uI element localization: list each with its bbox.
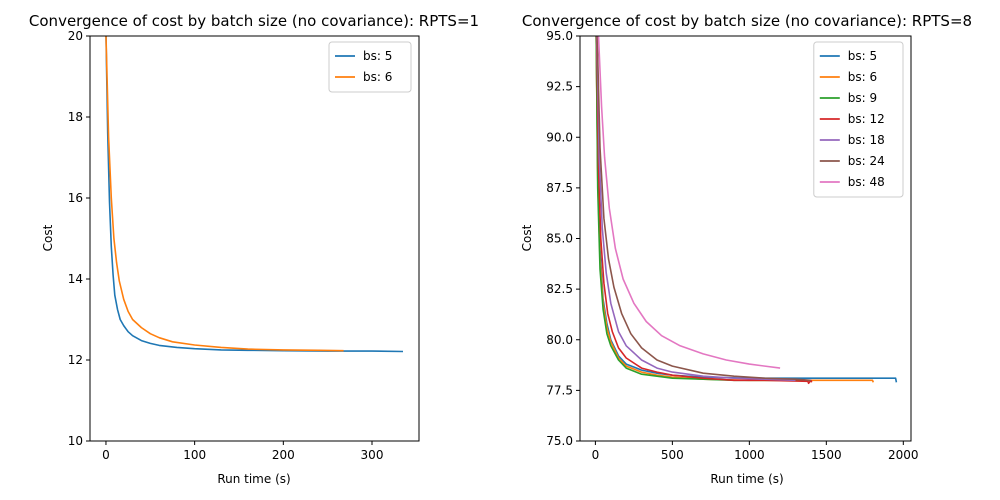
y-axis-ticks: 10 12 14 16 18 20 [68, 29, 90, 448]
x-tick-label: 1000 [734, 448, 765, 462]
y-tick-label: 12 [68, 353, 83, 367]
y-tick-label: 14 [68, 272, 83, 286]
y-axis-label: Cost [41, 224, 55, 251]
y-tick-label: 77.5 [546, 383, 573, 397]
y-tick-label: 92.5 [546, 80, 573, 94]
y-tick-label: 90.0 [546, 130, 573, 144]
plot-area [595, 36, 898, 385]
axes-frame [89, 35, 420, 442]
legend-entry: bs: 48 [848, 175, 885, 189]
x-axis-ticks: 0 100 200 300 [102, 441, 383, 462]
chart-title: Convergence of cost by batch size (no co… [522, 12, 972, 30]
legend-entry: bs: 9 [848, 91, 877, 105]
y-tick-label: 18 [68, 110, 83, 124]
y-tick-label: 10 [68, 434, 83, 448]
legend-entry: bs: 6 [363, 70, 392, 84]
y-tick-label: 75.0 [546, 434, 573, 448]
legend-box [813, 41, 904, 198]
series-line-bs-48 [597, 36, 781, 369]
y-tick-label: 80.0 [546, 333, 573, 347]
x-tick-label: 300 [361, 448, 384, 462]
legend-entry: bs: 24 [848, 154, 885, 168]
chart-title: Convergence of cost by batch size (no co… [29, 12, 479, 30]
x-tick-label: 0 [102, 448, 110, 462]
y-tick-label: 95.0 [546, 29, 573, 43]
legend-entry: bs: 5 [848, 49, 877, 63]
x-axis-label: Run time (s) [217, 472, 290, 486]
x-tick-label: 100 [183, 448, 206, 462]
series-line-bs-12 [595, 36, 813, 385]
series-line-bs-6 [105, 36, 344, 352]
y-axis-ticks: 75.0 77.5 80.0 82.5 85.0 87.5 90.0 92.5 95.0 [546, 29, 580, 448]
y-tick-label: 82.5 [546, 282, 573, 296]
x-tick-label: 0 [592, 448, 600, 462]
series-line-bs-5 [105, 36, 404, 353]
legend: bs: 5 bs: 6 bs: 9 bs: 12 bs: 18 bs: 24 bs: 48 [813, 41, 904, 198]
x-tick-label: 2000 [888, 448, 919, 462]
x-tick-label: 1500 [811, 448, 842, 462]
panel-rpts-8: Convergence of cost by batch size (no co… [520, 12, 972, 486]
series-line-bs-24 [596, 36, 811, 382]
plot-area [105, 36, 404, 353]
y-tick-label: 20 [68, 29, 83, 43]
legend: bs: 5 bs: 6 [328, 41, 412, 93]
y-tick-label: 85.0 [546, 232, 573, 246]
x-tick-label: 200 [272, 448, 295, 462]
series-line-bs-18 [596, 36, 796, 382]
panel-rpts-1: Convergence of cost by batch size (no co… [29, 12, 479, 486]
legend-entry: bs: 5 [363, 49, 392, 63]
y-axis-label: Cost [520, 224, 534, 251]
x-tick-label: 500 [661, 448, 684, 462]
y-tick-label: 87.5 [546, 181, 573, 195]
legend-entry: bs: 6 [848, 70, 877, 84]
legend-entry: bs: 12 [848, 112, 885, 126]
x-axis-ticks: 0 500 1000 1500 2000 [592, 441, 919, 462]
legend-box [328, 41, 412, 93]
legend-entry: bs: 18 [848, 133, 885, 147]
y-tick-label: 16 [68, 191, 83, 205]
x-axis-label: Run time (s) [710, 472, 783, 486]
